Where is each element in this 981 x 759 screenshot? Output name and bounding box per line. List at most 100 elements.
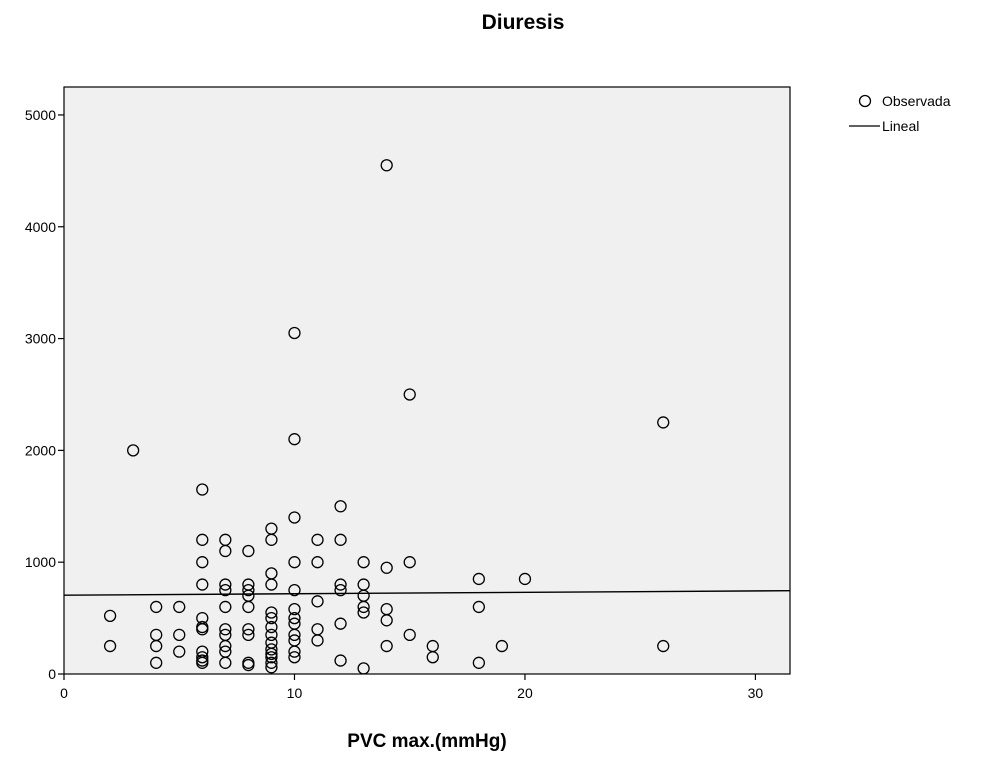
plot-area <box>63 86 791 675</box>
data-point <box>403 388 416 401</box>
data-point <box>288 433 301 446</box>
x-tick-label: 20 <box>517 685 533 701</box>
data-point <box>657 416 670 429</box>
legend-label-lineal: Lineal <box>882 118 919 134</box>
data-point <box>265 578 278 591</box>
y-tick-label: 4000 <box>25 219 56 235</box>
y-tick-label: 5000 <box>25 107 56 123</box>
data-point <box>242 628 255 642</box>
data-point <box>150 600 163 614</box>
data-point <box>196 651 209 664</box>
data-point <box>380 639 393 653</box>
legend-label-observada: Observada <box>882 93 951 109</box>
data-point <box>495 639 509 653</box>
y-tick-label: 1000 <box>25 554 56 570</box>
data-point <box>265 611 278 625</box>
data-point <box>334 617 347 630</box>
data-point <box>242 600 255 614</box>
data-point <box>265 620 278 634</box>
data-point <box>103 609 117 623</box>
data-point <box>196 556 209 569</box>
data-point <box>288 511 301 524</box>
data-point <box>288 603 301 616</box>
data-point <box>334 654 347 667</box>
data-point <box>472 572 486 586</box>
data-point <box>196 578 209 591</box>
data-point <box>265 533 278 546</box>
data-point <box>518 572 532 586</box>
data-point <box>334 500 347 513</box>
x-tick-label: 10 <box>287 685 303 701</box>
data-point <box>150 656 163 669</box>
data-point <box>311 556 324 569</box>
data-point <box>472 600 486 614</box>
data-point <box>242 544 255 558</box>
legend-marker-observada <box>858 94 872 108</box>
data-point <box>357 662 370 675</box>
data-point <box>288 628 301 642</box>
data-point <box>334 583 347 597</box>
data-point <box>334 533 347 546</box>
data-point <box>173 645 186 658</box>
data-point <box>288 611 301 625</box>
data-point <box>219 578 232 591</box>
data-point <box>311 634 324 647</box>
fit-line-layer <box>63 590 791 596</box>
data-point <box>196 656 209 669</box>
data-point <box>288 326 301 340</box>
x-axis: 0 10 20 30 <box>60 674 763 701</box>
data-point <box>311 533 324 546</box>
data-point <box>311 595 324 608</box>
data-point <box>288 556 301 569</box>
x-tick-label: 30 <box>748 685 764 701</box>
data-point <box>219 583 232 597</box>
data-point <box>196 483 209 496</box>
data-point <box>426 651 439 664</box>
data-point <box>265 606 278 619</box>
data-point <box>219 544 232 558</box>
data-point <box>150 639 163 653</box>
data-point <box>357 556 370 569</box>
data-point <box>242 623 255 636</box>
data-point <box>403 556 416 569</box>
data-point <box>334 578 347 591</box>
data-point <box>265 647 278 661</box>
data-point <box>219 623 232 636</box>
data-point <box>380 614 393 627</box>
data-point <box>265 651 278 664</box>
data-point <box>657 639 670 653</box>
data-point <box>173 600 186 614</box>
fit-line <box>63 590 791 596</box>
data-point <box>288 583 301 597</box>
data-point <box>196 533 209 546</box>
data-point <box>265 661 278 674</box>
y-tick-label: 0 <box>48 666 56 682</box>
x-tick-label: 0 <box>60 685 68 701</box>
data-point <box>265 656 278 669</box>
data-point <box>380 159 393 172</box>
y-axis: 0 1000 2000 3000 4000 5000 <box>25 107 64 682</box>
legend: Observada Lineal <box>849 93 951 134</box>
data-points <box>103 159 670 675</box>
data-point <box>265 628 278 642</box>
data-point <box>242 658 255 672</box>
data-point <box>103 639 117 653</box>
y-tick-label: 2000 <box>25 442 56 458</box>
data-point <box>403 628 416 642</box>
data-point <box>219 656 232 669</box>
data-point <box>380 561 393 574</box>
data-point <box>357 600 370 614</box>
data-point <box>472 656 486 669</box>
data-point <box>288 645 301 658</box>
data-point <box>357 606 370 619</box>
data-point <box>219 639 232 653</box>
y-tick-label: 3000 <box>25 331 56 347</box>
data-point <box>196 623 209 636</box>
data-point <box>242 583 255 597</box>
data-point <box>219 600 232 614</box>
data-point <box>126 444 140 457</box>
data-point <box>173 628 186 642</box>
data-point <box>265 643 278 656</box>
chart-title: Diuresis <box>482 11 565 34</box>
